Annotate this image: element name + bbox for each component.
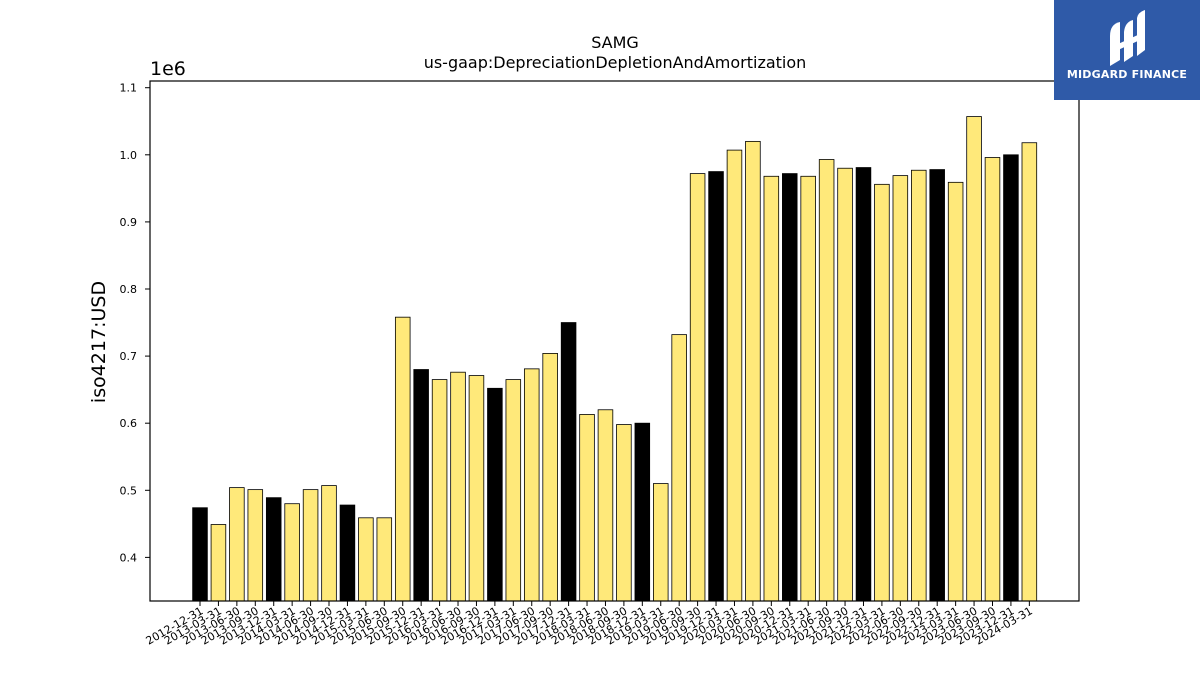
bar-2022-03-31 [874, 183, 890, 602]
y-axis-offset-label: 1e6 [150, 58, 186, 80]
bar-2018-03-31 [579, 414, 595, 602]
plot-frame [149, 80, 1080, 602]
bar-2014-03-31 [284, 503, 300, 602]
bar-2019-12-31 [708, 171, 724, 602]
bar-2016-03-31 [431, 379, 448, 602]
bar-2023-09-30 [984, 157, 1001, 602]
bar-2020-09-30 [763, 175, 780, 602]
bar-2022-12-31 [929, 169, 945, 602]
y-tick-label: 0.6 [120, 417, 138, 430]
bar-2021-09-30 [837, 167, 853, 602]
bar-2021-03-31 [800, 175, 816, 602]
bar-2014-09-30 [321, 485, 337, 602]
bar-2023-12-31 [1003, 154, 1019, 602]
bar-2019-09-30 [689, 173, 706, 602]
y-tick-label: 0.9 [120, 216, 138, 229]
y-tick-label: 1.0 [120, 149, 138, 162]
bar-2020-03-31 [726, 149, 743, 602]
bar-2013-09-30 [247, 489, 264, 602]
bar-2020-12-31 [782, 173, 798, 602]
y-tick-label: 0.5 [120, 484, 138, 497]
bars-group [192, 116, 1038, 602]
bar-2019-06-30 [671, 334, 687, 602]
y-tick-label: 0.8 [120, 283, 138, 296]
bar-2014-12-31 [339, 504, 356, 602]
bar-2016-09-30 [468, 375, 485, 602]
x-ticks: 2012-12-312013-03-312013-06-302013-09-30… [144, 601, 1035, 648]
bar-2022-09-30 [911, 169, 927, 602]
bar-2013-06-30 [229, 487, 245, 602]
bar-2014-06-30 [302, 489, 319, 602]
bar-2017-12-31 [560, 322, 577, 602]
y-axis-label: iso4217:USD [88, 281, 110, 403]
bar-2019-03-31 [653, 483, 669, 602]
bar-2015-12-31 [413, 369, 429, 602]
bar-2015-09-30 [394, 316, 411, 602]
y-tick-label: 0.7 [120, 350, 138, 363]
y-tick-label: 0.4 [120, 551, 138, 564]
bar-2017-03-31 [505, 379, 522, 602]
y-ticks: 0.4 0.5 0.6 0.7 0.8 0.9 1.0 1.1 [120, 82, 150, 564]
bar-2020-06-30 [745, 140, 761, 602]
bar-2021-12-31 [855, 167, 872, 602]
bar-2016-06-30 [450, 371, 466, 602]
chart-subtitle: us-gaap:DepreciationDepletionAndAmortiza… [424, 53, 807, 72]
bar-2023-06-30 [966, 116, 982, 602]
bar-2015-03-31 [358, 517, 374, 602]
bar-2017-06-30 [523, 368, 540, 602]
bar-2023-03-31 [947, 181, 964, 602]
chart-title: SAMG [591, 33, 639, 52]
bar-2013-12-31 [265, 497, 282, 602]
bar-2018-06-30 [597, 409, 614, 602]
bar-2024-03-31 [1021, 142, 1038, 602]
bar-2018-09-30 [616, 424, 632, 602]
midgard-logo-icon [1110, 10, 1145, 66]
bar-2017-09-30 [542, 353, 558, 602]
logo-text: MIDGARD FINANCE [1066, 68, 1188, 81]
midgard-finance-logo: MIDGARD FINANCE [1054, 0, 1200, 100]
bar-2016-12-31 [487, 387, 503, 602]
bar-2015-06-30 [376, 517, 393, 602]
bar-2018-12-31 [634, 422, 651, 602]
bar-2013-03-31 [210, 524, 227, 602]
y-tick-label: 1.1 [120, 82, 138, 95]
bar-2021-06-30 [818, 159, 835, 602]
bar-2012-12-31 [192, 507, 208, 602]
bar-2022-06-30 [892, 175, 909, 602]
